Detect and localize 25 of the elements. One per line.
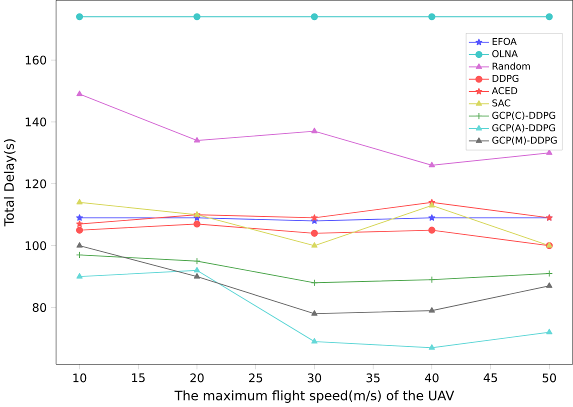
y-tick-label: 100 xyxy=(26,241,46,250)
y-tick-label: 160 xyxy=(26,56,46,65)
legend-label: SAC xyxy=(492,99,510,107)
x-tick-label: 30 xyxy=(308,374,322,382)
x-axis-title: The maximum flight speed(m/s) of the UAV xyxy=(174,390,454,403)
y-axis-title: Total Delay(s) xyxy=(4,139,16,226)
x-tick-label: 15 xyxy=(132,374,145,382)
x-tick-label: 50 xyxy=(542,374,556,382)
legend-label: GCP(C)-DDPG xyxy=(492,112,556,120)
x-tick-label: 20 xyxy=(190,374,204,382)
legend-label: ACED xyxy=(492,87,518,94)
legend-label: Random xyxy=(492,62,530,70)
x-tick-label: 35 xyxy=(366,374,380,382)
y-tick-label: 120 xyxy=(26,179,46,188)
x-tick-label: 10 xyxy=(73,374,86,382)
x-tick-label: 25 xyxy=(249,374,262,382)
legend-label: DDPG xyxy=(492,74,518,82)
y-tick-label: 80 xyxy=(32,303,46,312)
legend-label: GCP(A)-DDPG xyxy=(492,124,556,132)
x-tick-label: 40 xyxy=(424,374,439,382)
legend-label: EFOA xyxy=(492,38,517,46)
legend-label: GCP(M)-DDPG xyxy=(492,136,557,145)
x-tick-label: 45 xyxy=(484,374,498,382)
y-tick-label: 140 xyxy=(26,118,46,126)
legend-label: OLNA xyxy=(492,50,518,58)
